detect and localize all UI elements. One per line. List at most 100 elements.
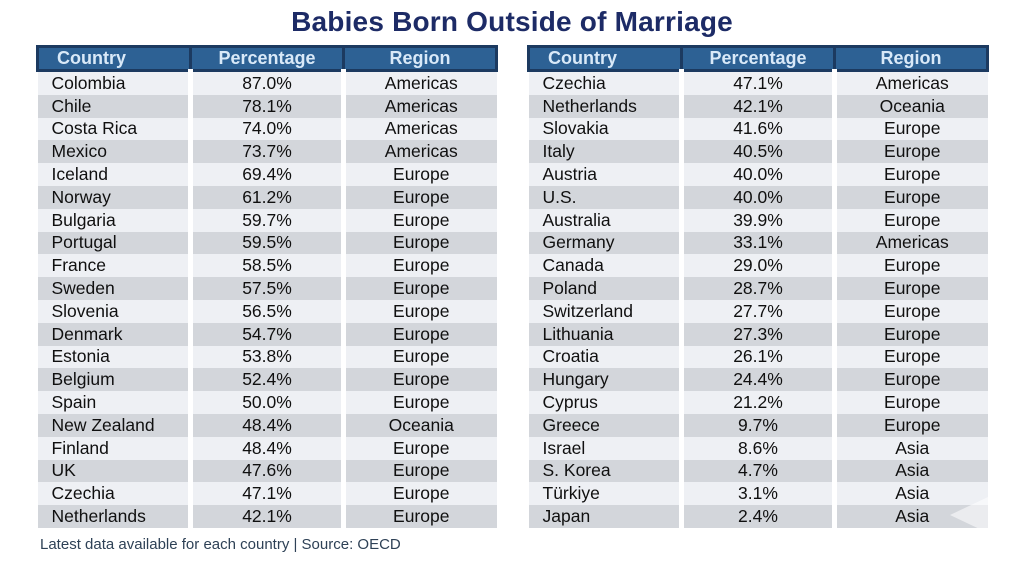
region-cell: Europe xyxy=(341,299,497,323)
percentage-cell: 59.5% xyxy=(188,231,346,255)
region-cell: Europe xyxy=(341,163,497,186)
table-row: Hungary 24.4% Europe xyxy=(528,368,988,392)
table-row: Czechia 47.1% Americas xyxy=(528,70,988,95)
country-cell: Greece xyxy=(528,413,684,437)
table-row: Israel 8.6% Asia xyxy=(528,436,988,460)
tables-container: Country Percentage Region Colombia 87.0% Amer… xyxy=(0,45,1024,528)
country-cell: Netherlands xyxy=(528,94,684,118)
country-cell: Hungary xyxy=(528,368,684,392)
country-cell: Slovenia xyxy=(37,299,193,323)
percentage-cell: 53.8% xyxy=(188,345,346,369)
region-cell: Europe xyxy=(341,391,497,414)
column-header-percentage: Percentage xyxy=(680,45,836,72)
table-row: S. Korea 4.7% Asia xyxy=(528,459,988,483)
table-row: Costa Rica 74.0% Americas xyxy=(37,117,497,141)
country-cell: Czechia xyxy=(37,482,193,506)
percentage-cell: 39.9% xyxy=(679,208,837,232)
percentage-cell: 40.0% xyxy=(679,163,837,186)
page-title: Babies Born Outside of Marriage xyxy=(291,6,733,37)
country-cell: Türkiye xyxy=(528,482,684,506)
percentage-cell: 48.4% xyxy=(188,413,346,437)
country-cell: Cyprus xyxy=(528,391,684,414)
table-row: U.S. 40.0% Europe xyxy=(528,185,988,209)
percentage-cell: 61.2% xyxy=(188,185,346,209)
table-row: Croatia 26.1% Europe xyxy=(528,345,988,369)
table-row: Cyprus 21.2% Europe xyxy=(528,391,988,414)
region-cell: Europe xyxy=(341,505,497,528)
table-row: Netherlands 42.1% Oceania xyxy=(528,94,988,118)
country-cell: Estonia xyxy=(37,345,193,369)
region-cell: Americas xyxy=(341,117,497,141)
country-cell: Portugal xyxy=(37,231,193,255)
table-row: Poland 28.7% Europe xyxy=(528,277,988,300)
country-cell: Austria xyxy=(528,163,684,186)
region-cell: Americas xyxy=(341,70,497,95)
region-cell: Asia xyxy=(832,482,988,506)
percentage-cell: 59.7% xyxy=(188,208,346,232)
percentage-cell: 57.5% xyxy=(188,277,346,300)
country-cell: Colombia xyxy=(37,70,193,95)
country-cell: S. Korea xyxy=(528,459,684,483)
percentage-cell: 74.0% xyxy=(188,117,346,141)
table-row: Austria 40.0% Europe xyxy=(528,163,988,186)
percentage-cell: 47.1% xyxy=(679,70,837,95)
country-cell: France xyxy=(37,254,193,278)
country-cell: Costa Rica xyxy=(37,117,193,141)
percentage-cell: 9.7% xyxy=(679,413,837,437)
percentage-cell: 40.0% xyxy=(679,185,837,209)
table-row: Finland 48.4% Europe xyxy=(37,436,497,460)
table-row: Japan 2.4% Asia xyxy=(528,505,988,528)
country-cell: Netherlands xyxy=(37,505,193,528)
percentage-cell: 47.1% xyxy=(188,482,346,506)
percentage-cell: 58.5% xyxy=(188,254,346,278)
table-row: Mexico 73.7% Americas xyxy=(37,140,497,164)
table-row: Sweden 57.5% Europe xyxy=(37,277,497,300)
percentage-cell: 26.1% xyxy=(679,345,837,369)
country-cell: Mexico xyxy=(37,140,193,164)
table-row: Chile 78.1% Americas xyxy=(37,94,497,118)
region-cell: Europe xyxy=(832,140,988,164)
percentage-cell: 42.1% xyxy=(679,94,837,118)
country-cell: Italy xyxy=(528,140,684,164)
table-row: Portugal 59.5% Europe xyxy=(37,231,497,255)
percentage-cell: 4.7% xyxy=(679,459,837,483)
percentage-cell: 42.1% xyxy=(188,505,346,528)
table-row: Türkiye 3.1% Asia xyxy=(528,482,988,506)
region-cell: Europe xyxy=(341,436,497,460)
region-cell: Asia xyxy=(832,436,988,460)
percentage-cell: 8.6% xyxy=(679,436,837,460)
region-cell: Americas xyxy=(832,231,988,255)
region-cell: Europe xyxy=(832,322,988,346)
table-row: Canada 29.0% Europe xyxy=(528,254,988,278)
percentage-cell: 87.0% xyxy=(188,70,346,95)
region-cell: Europe xyxy=(341,482,497,506)
region-cell: Europe xyxy=(832,208,988,232)
region-cell: Europe xyxy=(832,254,988,278)
country-cell: Denmark xyxy=(37,322,193,346)
region-cell: Europe xyxy=(832,413,988,437)
table-row: Belgium 52.4% Europe xyxy=(37,368,497,392)
region-cell: Americas xyxy=(341,140,497,164)
table-row: Estonia 53.8% Europe xyxy=(37,345,497,369)
table-row: Iceland 69.4% Europe xyxy=(37,163,497,186)
country-cell: Spain xyxy=(37,391,193,414)
country-cell: Finland xyxy=(37,436,193,460)
region-cell: Europe xyxy=(341,254,497,278)
right-data-table: Country Percentage Region Czechia 47.1% Ameri… xyxy=(527,45,989,528)
region-cell: Europe xyxy=(832,185,988,209)
table-row: UK 47.6% Europe xyxy=(37,459,497,483)
table-row: Greece 9.7% Europe xyxy=(528,413,988,437)
column-header-country: Country xyxy=(527,45,683,72)
table-row: Denmark 54.7% Europe xyxy=(37,322,497,346)
table-row: Switzerland 27.7% Europe xyxy=(528,299,988,323)
region-cell: Europe xyxy=(341,368,497,392)
table-row: Slovakia 41.6% Europe xyxy=(528,117,988,141)
table-row: Italy 40.5% Europe xyxy=(528,140,988,164)
country-cell: Bulgaria xyxy=(37,208,193,232)
country-cell: Japan xyxy=(528,505,684,528)
table-row: New Zealand 48.4% Oceania xyxy=(37,413,497,437)
country-cell: Canada xyxy=(528,254,684,278)
region-cell: Europe xyxy=(341,459,497,483)
percentage-cell: 69.4% xyxy=(188,163,346,186)
percentage-cell: 54.7% xyxy=(188,322,346,346)
